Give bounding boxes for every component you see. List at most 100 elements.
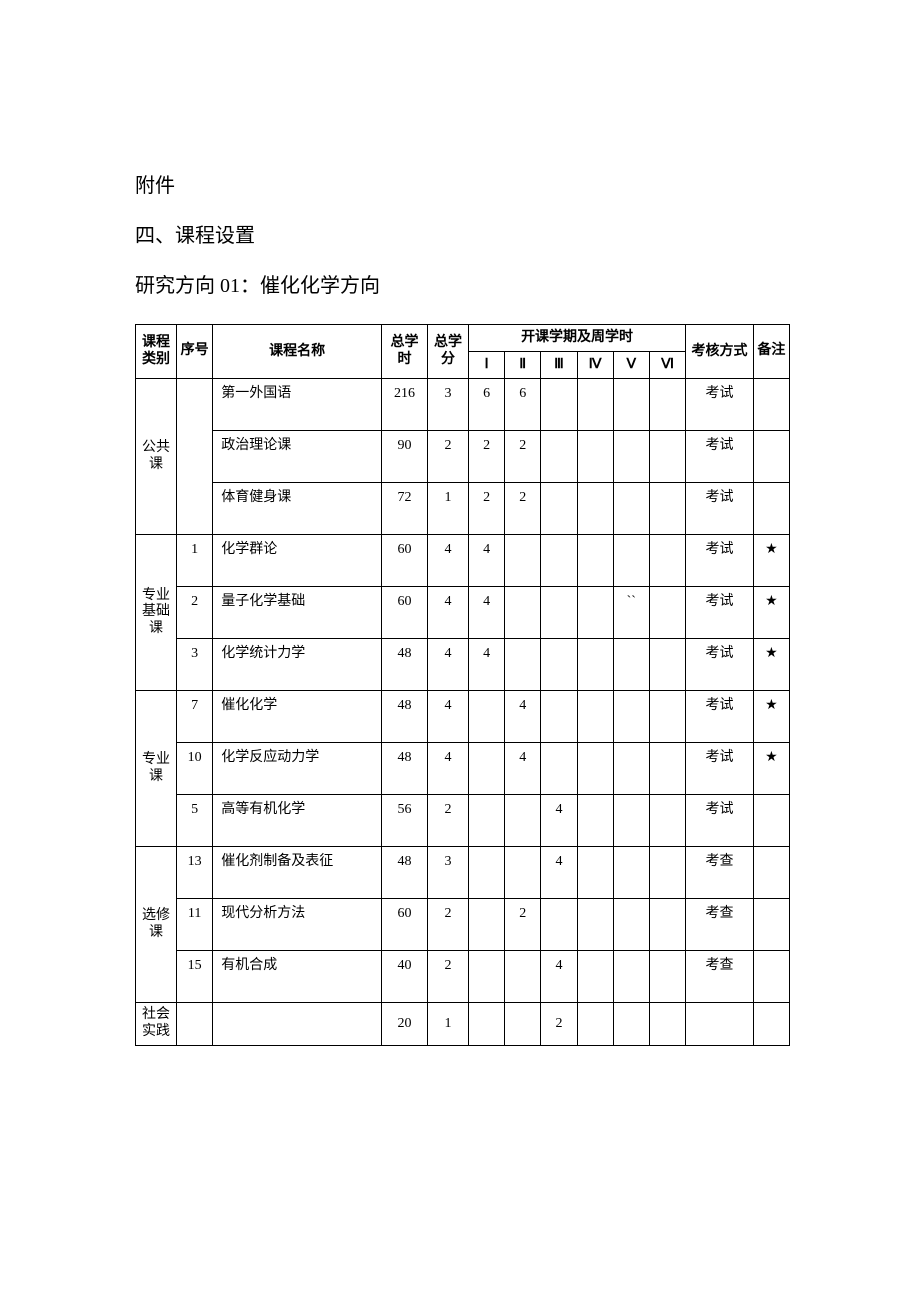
cell: ★ [753,691,789,743]
cell [177,1003,213,1046]
cell [505,639,541,691]
cell: 考试 [686,691,754,743]
cell: 1 [427,483,468,535]
cell [541,743,577,795]
cell [577,535,613,587]
cell [505,795,541,847]
cell [577,483,613,535]
cell [613,639,649,691]
col-category: 课程类别 [136,325,177,379]
table-row: 专业课 7 催化化学 48 4 4 考试 ★ [136,691,790,743]
cell [753,847,789,899]
cell [577,1003,613,1046]
course-name: 催化剂制备及表征 [213,847,382,899]
cell [541,691,577,743]
cell [505,951,541,1003]
cell: 216 [382,379,428,431]
table-row: 3 化学统计力学 48 4 4 考试 ★ [136,639,790,691]
cell [649,379,685,431]
cell [541,899,577,951]
cell [649,535,685,587]
table-row: 社会实践 20 1 2 [136,1003,790,1046]
cell: 6 [468,379,504,431]
cell: 考试 [686,535,754,587]
cell [468,795,504,847]
cell: 考试 [686,483,754,535]
col-sem1: Ⅰ [468,352,504,379]
table-row: 公共课 第一外国语 216 3 6 6 考试 [136,379,790,431]
cell [613,535,649,587]
cell [649,899,685,951]
cell: 4 [468,535,504,587]
cell [541,639,577,691]
cell [468,743,504,795]
cell [468,691,504,743]
course-name: 化学群论 [213,535,382,587]
table-row: 专业基础课 1 化学群论 60 4 4 考试 ★ [136,535,790,587]
cat-elective: 选修课 [136,847,177,1003]
cell: 3 [427,379,468,431]
section-heading: 四、课程设置 [135,220,790,252]
cell: 考试 [686,379,754,431]
cell: 考查 [686,951,754,1003]
cell [649,847,685,899]
col-assess: 考核方式 [686,325,754,379]
cell [468,951,504,1003]
cell: 2 [468,431,504,483]
cell [577,691,613,743]
cell [577,951,613,1003]
cell [753,1003,789,1046]
cell: 1 [177,535,213,587]
cell [753,899,789,951]
cell [649,1003,685,1046]
cell [577,379,613,431]
col-sem5: Ⅴ [613,352,649,379]
cell [613,847,649,899]
cell: 2 [427,795,468,847]
cat-public: 公共课 [136,379,177,535]
cell: 4 [427,743,468,795]
cell: 4 [427,691,468,743]
course-name: 有机合成 [213,951,382,1003]
cell: 3 [177,639,213,691]
cell [613,795,649,847]
cell [505,587,541,639]
cell [649,431,685,483]
cell: 2 [541,1003,577,1046]
cell: ★ [753,743,789,795]
cell: 48 [382,639,428,691]
cell: ★ [753,639,789,691]
col-credits: 总学分 [427,325,468,379]
cell [613,379,649,431]
cell [505,535,541,587]
cell: 48 [382,743,428,795]
cell [649,639,685,691]
cell: 2 [427,951,468,1003]
cell: 考查 [686,899,754,951]
course-name [213,1003,382,1046]
cell: 40 [382,951,428,1003]
cell: 90 [382,431,428,483]
course-name: 量子化学基础 [213,587,382,639]
cell [468,899,504,951]
cell [468,1003,504,1046]
cell: 考试 [686,431,754,483]
cell: 4 [541,951,577,1003]
cell: 10 [177,743,213,795]
col-note: 备注 [753,325,789,379]
cell [541,483,577,535]
cell: 20 [382,1003,428,1046]
course-name: 高等有机化学 [213,795,382,847]
cell [753,379,789,431]
cell [577,431,613,483]
cell [541,587,577,639]
cell: 4 [427,535,468,587]
cell: 2 [468,483,504,535]
cell: 60 [382,587,428,639]
cell: ★ [753,587,789,639]
cell [577,795,613,847]
table-row: 11 现代分析方法 60 2 2 考查 [136,899,790,951]
cell: 4 [427,587,468,639]
cell: 4 [468,587,504,639]
cell [649,691,685,743]
